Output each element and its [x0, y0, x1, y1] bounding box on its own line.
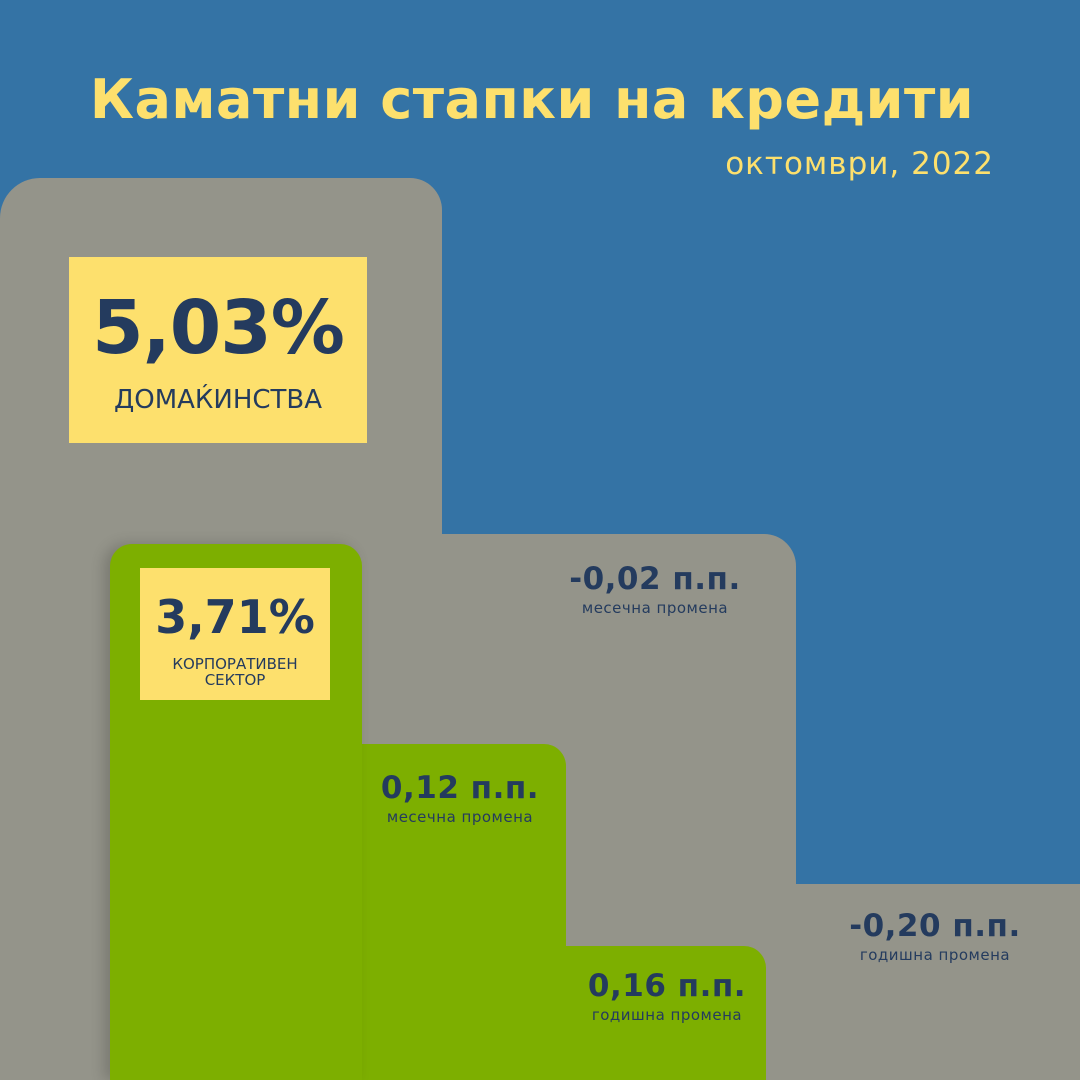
households-yearly-change: -0,20 п.п. годишна промена: [830, 908, 1040, 964]
households-yearly-change-label: годишна промена: [859, 946, 1011, 964]
corporate-label: КОРПОРАТИВЕН СЕКТОР: [172, 655, 298, 689]
corporate-yearly-change: 0,16 п.п. годишна промена: [572, 968, 762, 1024]
date-subtitle: октомври, 2022: [725, 146, 994, 182]
households-monthly-change-label: месечна промена: [581, 599, 729, 617]
households-monthly-change: -0,02 п.п. месечна промена: [555, 561, 755, 617]
households-rate: 5,03%: [92, 285, 345, 371]
corporate-yearly-change-label: годишна промена: [591, 1006, 743, 1024]
corporate-rate: 3,71%: [155, 590, 315, 644]
households-rate-box: 5,03% ДОМАЌИНСТВА: [69, 257, 367, 443]
corporate-monthly-change-value: 0,12 п.п.: [380, 770, 540, 806]
corporate-monthly-change-label: месечна промена: [386, 808, 534, 826]
households-label: ДОМАЌИНСТВА: [113, 385, 323, 415]
households-yearly-change-value: -0,20 п.п.: [849, 908, 1021, 944]
corporate-rate-box: 3,71% КОРПОРАТИВЕН СЕКТОР: [140, 568, 330, 700]
corporate-yearly-change-value: 0,16 п.п.: [587, 968, 747, 1004]
corporate-monthly-change: 0,12 п.п. месечна промена: [365, 770, 555, 826]
page-title: Каматни стапки на кредити: [89, 68, 975, 131]
households-monthly-change-value: -0,02 п.п.: [569, 561, 741, 597]
